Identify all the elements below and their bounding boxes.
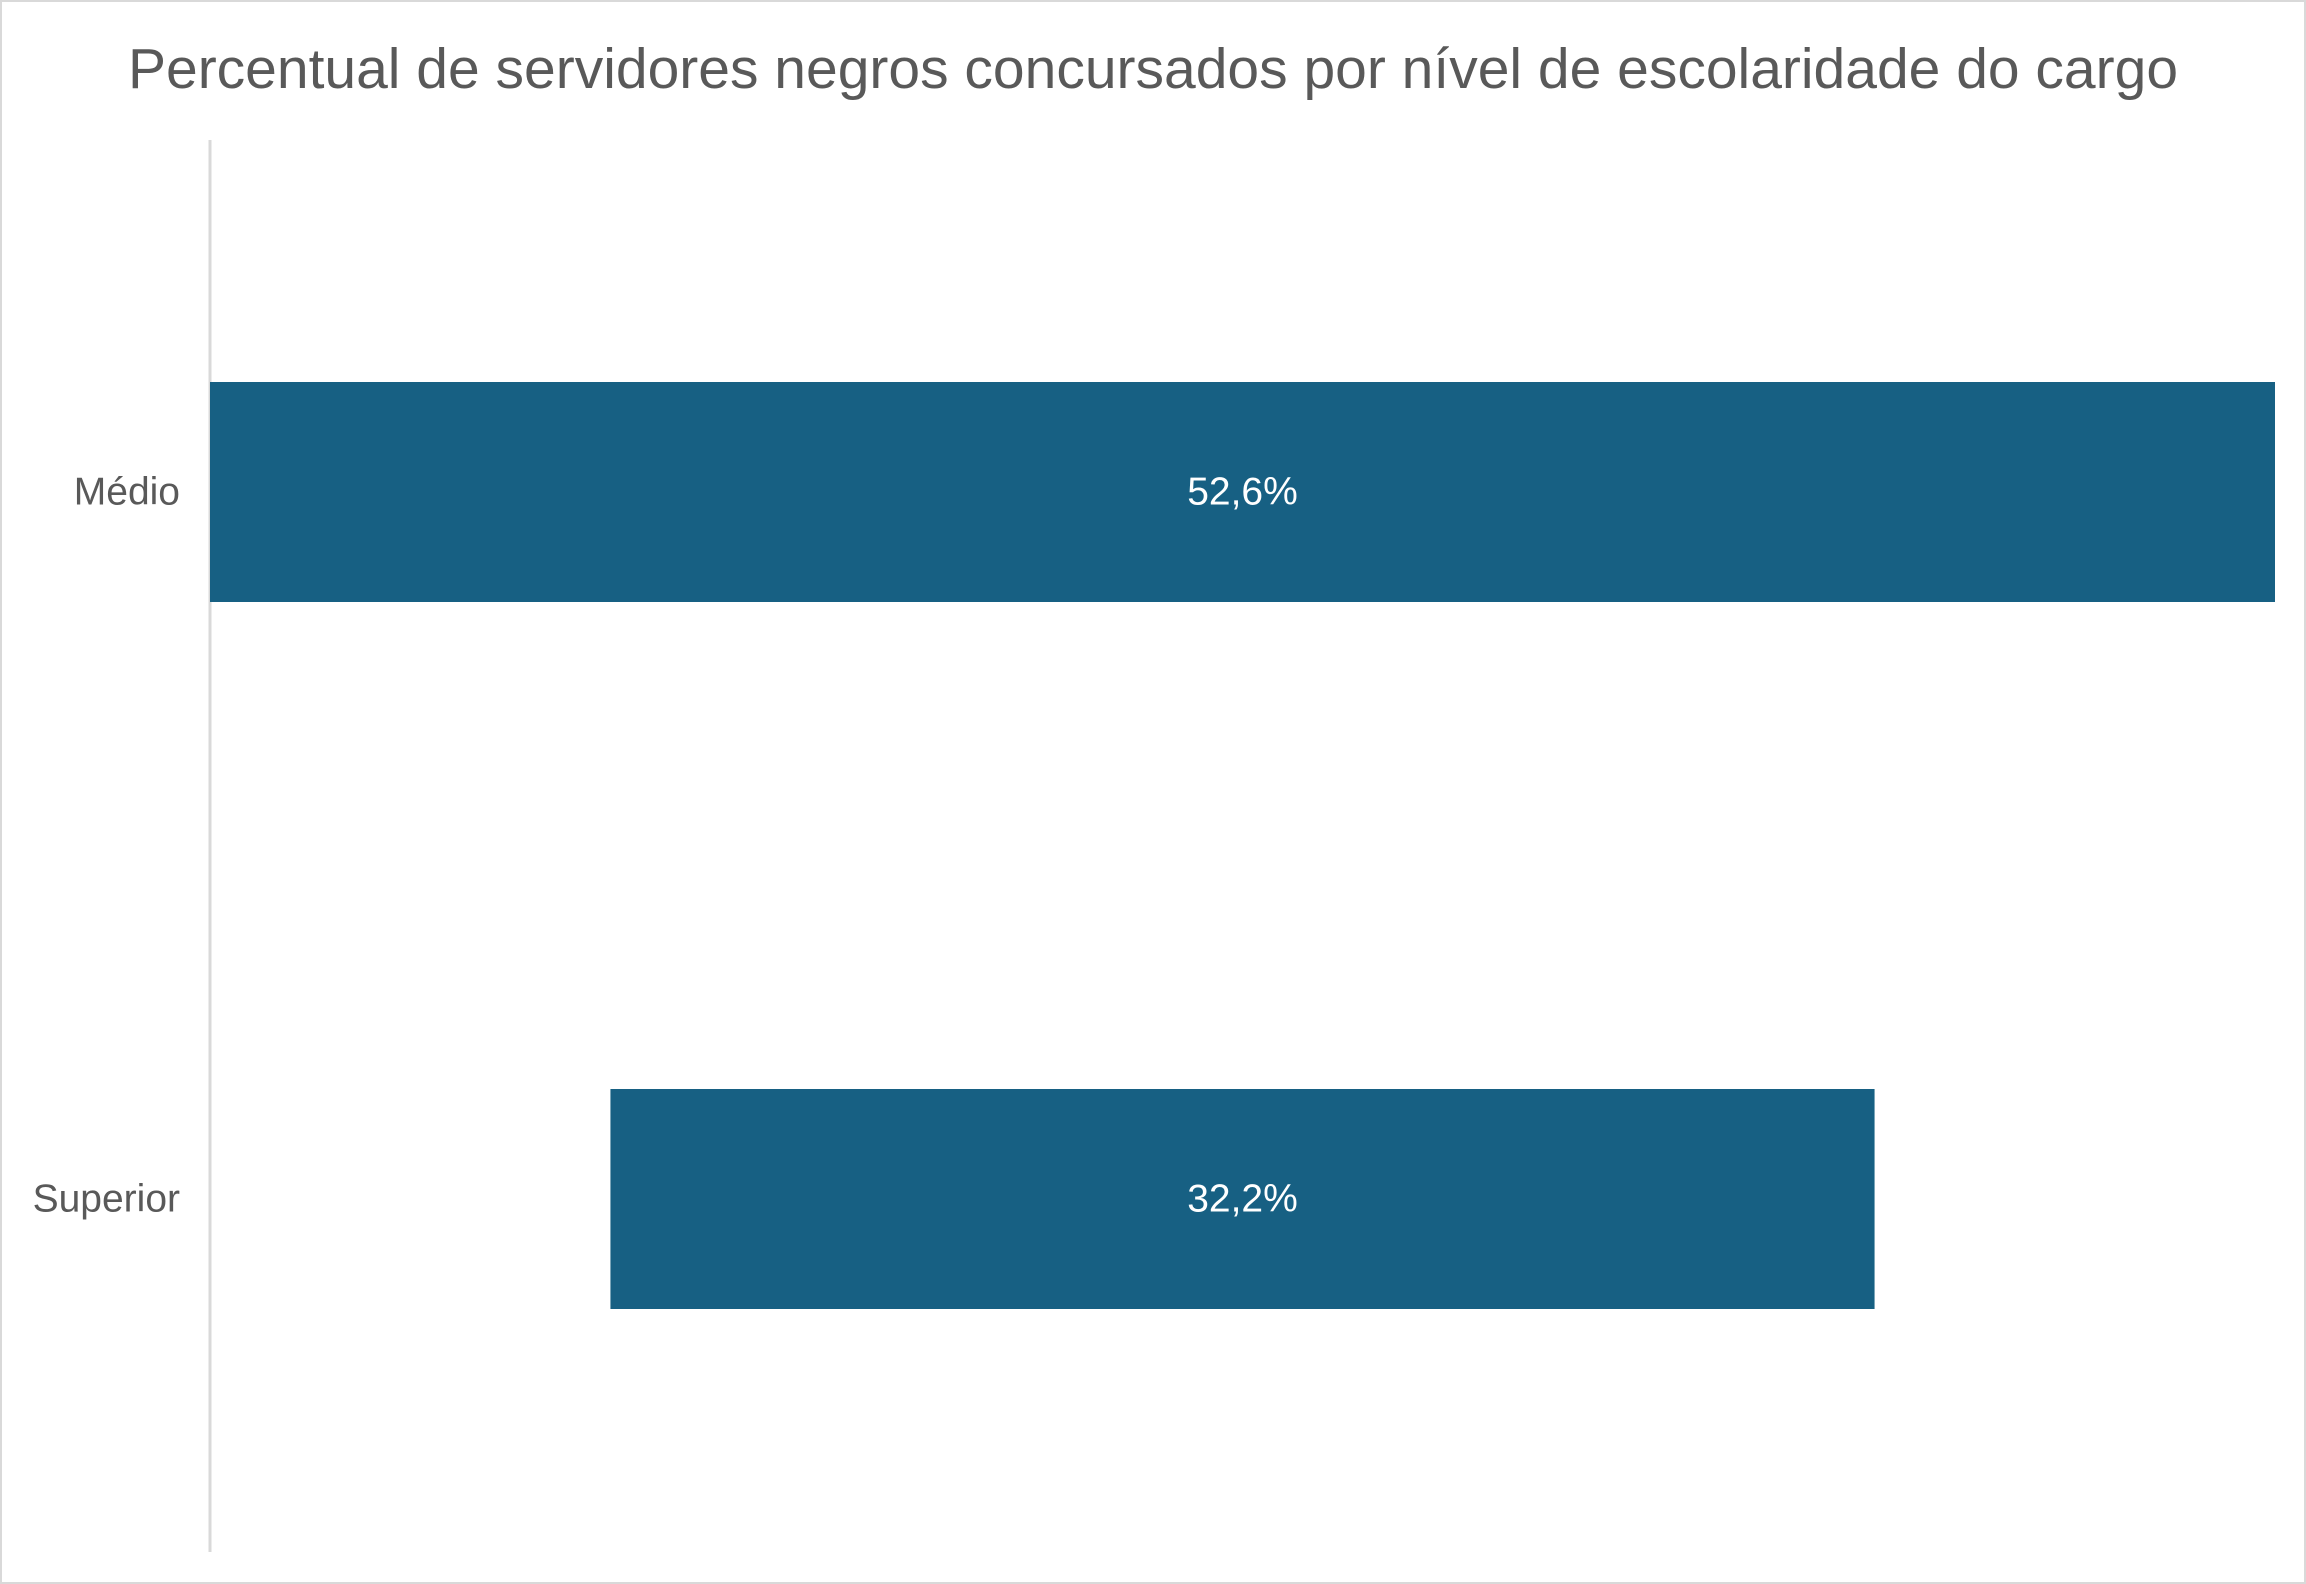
- data-label: 52,6%: [1187, 471, 1298, 514]
- data-label: 32,2%: [1187, 1178, 1298, 1221]
- bar-medio: [210, 382, 2275, 602]
- chart-title: Percentual de servidores negros concursa…: [127, 37, 2179, 101]
- bars-layer: 52,6% Médio 32,2% Superior: [33, 382, 2275, 1309]
- bar-superior: [610, 1089, 1875, 1309]
- category-label: Superior: [33, 1178, 180, 1221]
- category-label: Médio: [74, 471, 180, 514]
